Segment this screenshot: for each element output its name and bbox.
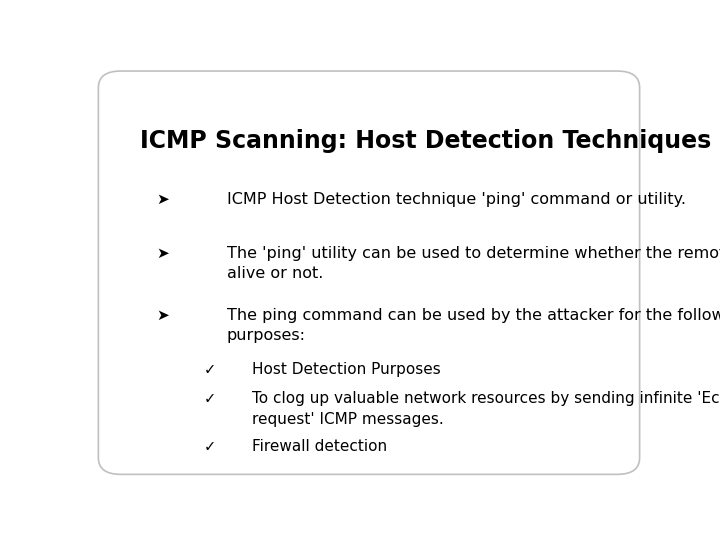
Text: ✓: ✓ xyxy=(204,391,216,406)
Text: Host Detection Purposes: Host Detection Purposes xyxy=(252,362,441,377)
Text: The ping command can be used by the attacker for the following
purposes:: The ping command can be used by the atta… xyxy=(227,308,720,343)
Text: ➤: ➤ xyxy=(156,246,169,261)
Text: ✓: ✓ xyxy=(204,362,216,377)
Text: Firewall detection: Firewall detection xyxy=(252,439,387,454)
Text: To clog up valuable network resources by sending infinite 'Echo
request' ICMP me: To clog up valuable network resources by… xyxy=(252,391,720,427)
FancyBboxPatch shape xyxy=(99,71,639,474)
Text: ➤: ➤ xyxy=(156,308,169,323)
Text: ICMP Scanning: Host Detection Techniques: ICMP Scanning: Host Detection Techniques xyxy=(140,129,711,153)
Text: ➤: ➤ xyxy=(156,192,169,207)
Text: ✓: ✓ xyxy=(204,439,216,454)
Text: ICMP Host Detection technique 'ping' command or utility.: ICMP Host Detection technique 'ping' com… xyxy=(227,192,685,207)
Text: The 'ping' utility can be used to determine whether the remote host is
alive or : The 'ping' utility can be used to determ… xyxy=(227,246,720,281)
